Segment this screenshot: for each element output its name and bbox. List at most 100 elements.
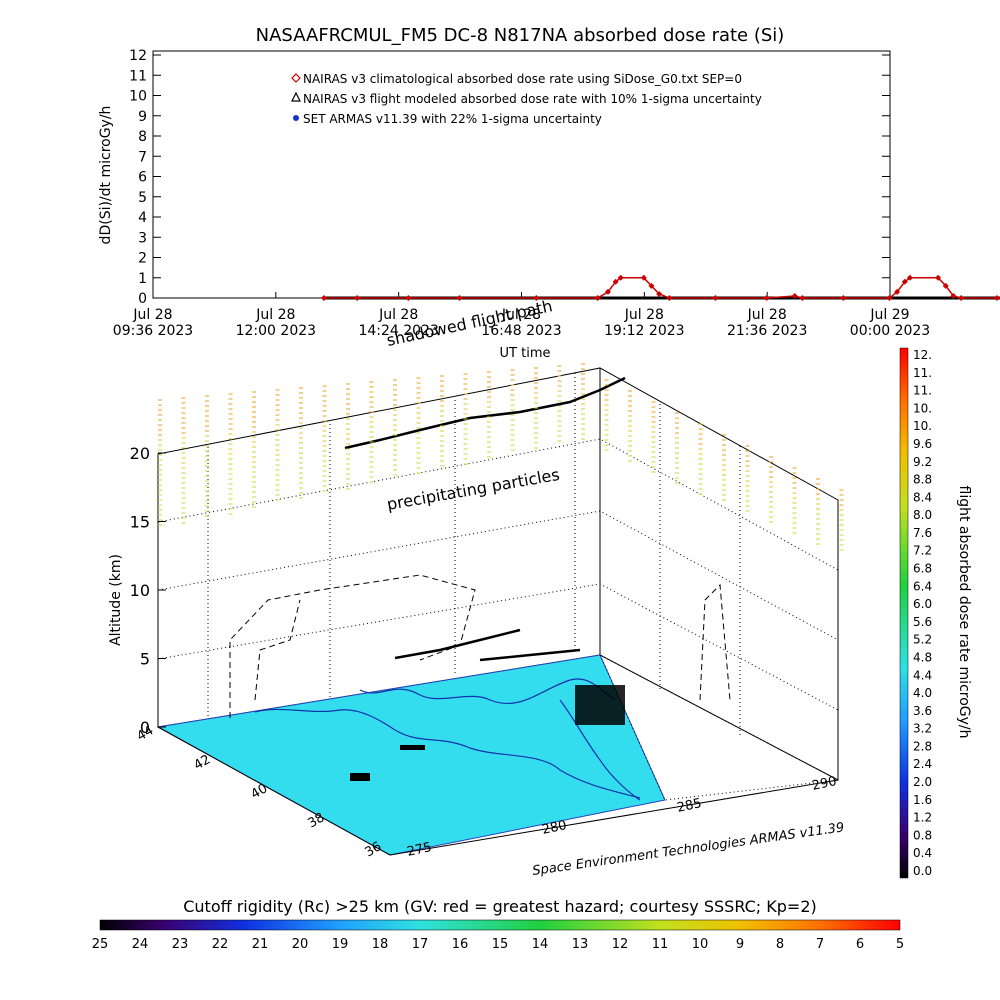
vertical-colorbar-tick-label: 0.4 — [913, 846, 932, 860]
vertical-colorbar-tick-label: 2.8 — [913, 739, 932, 753]
vertical-colorbar-tick-label: 3.6 — [913, 704, 932, 718]
series-point — [656, 290, 663, 297]
top-y-tick-label: 4 — [138, 210, 147, 226]
vertical-colorbar-tick-label: 2.0 — [913, 775, 932, 789]
series-point — [901, 278, 908, 285]
vertical-colorbar-tick-label: 1.6 — [913, 793, 932, 807]
vertical-colorbar-tick-label: 11. — [913, 384, 932, 398]
lon-tick-label: 285 — [676, 796, 703, 816]
legend-marker-triangle — [291, 91, 301, 102]
top-y-tick-label: 11 — [129, 68, 147, 84]
horizontal-colorbar-tick-label: 24 — [132, 937, 149, 952]
horizontal-colorbar-tick-label: 16 — [452, 937, 469, 952]
top-x-tick-label-bottom: 21:36 2023 — [727, 323, 807, 339]
series-point — [712, 295, 719, 301]
vertical-colorbar-tick-label: 7.6 — [913, 526, 932, 540]
vertical-colorbar-tick-label: 6.8 — [913, 562, 932, 576]
vertical-colorbar-tick-label: 1.2 — [913, 811, 932, 825]
top-y-tick-label: 8 — [138, 129, 147, 145]
top-y-tick-label: 0 — [138, 291, 147, 307]
horizontal-colorbar-tick-label: 23 — [172, 937, 189, 952]
series-point — [958, 295, 965, 301]
vertical-colorbar-tick-label: 11. — [913, 366, 932, 380]
lon-tick-label: 290 — [811, 774, 838, 794]
horizontal-colorbar-tick-label: 20 — [292, 937, 309, 952]
vertical-colorbar-tick-label: 12. — [913, 348, 932, 362]
vertical-colorbar-tick-label: 4.4 — [913, 668, 932, 682]
vertical-colorbar-tick-label: 0.8 — [913, 828, 932, 842]
top-y-tick-label: 6 — [138, 170, 147, 186]
z-tick-label: 0 — [140, 718, 150, 737]
vertical-colorbar — [899, 347, 909, 879]
top-y-tick-label: 10 — [129, 89, 147, 105]
series-point — [320, 295, 327, 301]
top-y-tick-label: 3 — [138, 230, 147, 246]
horizontal-colorbar-tick-label: 9 — [736, 937, 744, 952]
horizontal-colorbar-tick-label: 8 — [776, 937, 784, 952]
horizontal-colorbar-tick-label: 12 — [612, 937, 629, 952]
horizontal-colorbar-tick-label: 14 — [532, 937, 549, 952]
top-x-tick-label-top: Jul 28 — [255, 307, 295, 323]
series-point — [640, 274, 647, 281]
top-y-tick-label: 2 — [138, 251, 147, 267]
coastlines — [254, 678, 641, 801]
precipitating-particles — [158, 363, 844, 551]
horizontal-colorbar-ticks: 25 24 23 22 21 20 19 18 17 16 15 14 13 12 11 10 9 8 7 6 5 — [92, 937, 904, 952]
horizontal-colorbar-tick-label: 10 — [692, 937, 709, 952]
vertical-colorbar-tick-label: 6.0 — [913, 597, 932, 611]
horizontal-colorbar-tick-label: 6 — [856, 937, 864, 952]
lat-tick-label: 44 — [135, 723, 157, 744]
3d-plot: precipitating particles shadowed flight … — [108, 296, 845, 879]
vertical-colorbar-tick-label: 7.2 — [913, 544, 932, 558]
top-y-tick-label: 5 — [138, 190, 147, 206]
back-wall-right — [599, 367, 839, 781]
vertical-colorbar-tick-label: 4.0 — [913, 686, 932, 700]
vertical-colorbar-tick-label: 8.4 — [913, 490, 932, 504]
altitude-grid — [157, 373, 839, 735]
series-point — [894, 288, 901, 295]
series-point — [533, 295, 540, 301]
z-tick-label: 5 — [140, 650, 150, 669]
top-x-tick-label-top: Jul 28 — [747, 307, 787, 323]
credit-text: Space Environment Technologies ARMAS v11… — [531, 820, 845, 879]
vertical-colorbar-tick-label: 8.8 — [913, 473, 932, 487]
lon-tick-label: 280 — [541, 818, 568, 838]
horizontal-colorbar-tick-label: 21 — [252, 937, 269, 952]
series-line — [323, 277, 1000, 299]
series-point — [950, 292, 957, 299]
vertical-colorbar-tick-label: 5.2 — [913, 633, 932, 647]
horizontal-colorbar-tick-label: 17 — [412, 937, 429, 952]
top-series — [320, 274, 1000, 301]
series-point — [456, 295, 463, 301]
series-point — [612, 278, 619, 285]
vertical-colorbar-tick-label: 10. — [913, 419, 932, 433]
vertical-colorbar-tick-label: 2.4 — [913, 757, 932, 771]
vertical-colorbar-tick-label: 5.6 — [913, 615, 932, 629]
vertical-colorbar-tick-label: 9.6 — [913, 437, 932, 451]
top-x-tick-label-top: Jul 28 — [501, 307, 541, 323]
z-tick-label: 10 — [130, 581, 150, 600]
top-y-tick-label: 9 — [138, 109, 147, 125]
top-chart-title: NASAAFRCMUL_FM5 DC-8 N817NA absorbed dos… — [256, 25, 785, 46]
series-point — [840, 295, 847, 301]
legend-entry: NAIRAS v3 climatological absorbed dose r… — [303, 72, 742, 86]
top-y-axis-label: dD(Si)/dt microGy/h — [98, 106, 114, 245]
series-point — [763, 295, 770, 301]
horizontal-colorbar-tick-label: 19 — [332, 937, 349, 952]
top-x-tick-label-bottom: 00:00 2023 — [850, 323, 930, 339]
legend-marker-dot — [293, 115, 299, 121]
horizontal-colorbar-tick-label: 22 — [212, 937, 229, 952]
z-tick-label: 20 — [130, 444, 150, 463]
series-point — [648, 282, 655, 289]
horizontal-colorbar-tick-label: 18 — [372, 937, 389, 952]
horizontal-colorbar — [99, 919, 901, 931]
lat-tick-label: 38 — [306, 810, 328, 831]
legend-entry: NAIRAS v3 flight modeled absorbed dose r… — [303, 92, 762, 106]
top-x-axis-label: UT time — [500, 346, 551, 361]
series-point — [604, 288, 611, 295]
vertical-colorbar-tick-label: 6.4 — [913, 579, 932, 593]
top-x-tick-label-top: Jul 28 — [624, 307, 664, 323]
legend-marker-diamond — [291, 73, 301, 83]
vertical-colorbar-tick-label: 10. — [913, 401, 932, 415]
